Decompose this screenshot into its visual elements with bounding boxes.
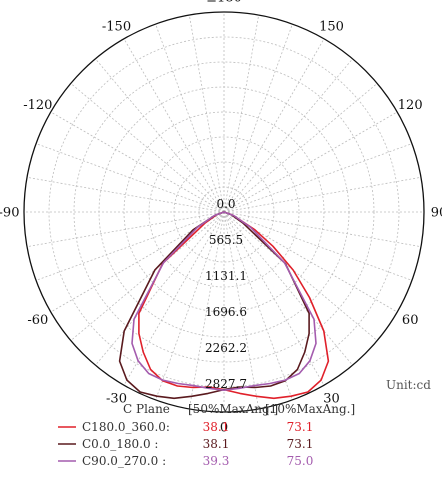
grid-spoke xyxy=(223,111,398,213)
legend-header-tenth: [10%MaxAng.] xyxy=(265,402,355,416)
legend-tenth-angle: 75.0 xyxy=(287,454,314,468)
legend-rows: C180.0_360.0: 38.1 73.1 C0.0_180.0 : 38.1 73.… xyxy=(58,420,313,468)
series-curve xyxy=(138,211,330,400)
legend: C Plane [50%MaxAng.] [10%MaxAng.] C180.0… xyxy=(58,402,355,468)
grid-spoke xyxy=(223,58,353,213)
grid-spoke xyxy=(223,211,422,248)
radial-tick-label: 565.5 xyxy=(209,233,243,247)
grid-spoke xyxy=(223,14,260,213)
legend-half-angle: 38.1 xyxy=(203,437,230,451)
grid-spoke xyxy=(188,211,225,410)
legend-series-name: C90.0_270.0 : xyxy=(82,454,166,468)
grid-spoke xyxy=(26,211,225,248)
angle-label: -150 xyxy=(102,19,131,34)
legend-half-angle: 38.1 xyxy=(203,420,230,434)
legend-series-name: C0.0_180.0 : xyxy=(82,437,158,451)
angle-label: 150 xyxy=(319,19,344,34)
grid-ring xyxy=(148,136,300,288)
grid-spoke xyxy=(223,143,413,213)
grid-spoke xyxy=(223,211,260,410)
legend-tenth-angle: 73.1 xyxy=(287,437,314,451)
radial-tick-label: 2262.2 xyxy=(205,341,247,355)
angle-label: 90 xyxy=(431,206,442,221)
outer-circle xyxy=(23,11,425,413)
grid-spoke xyxy=(70,83,225,213)
angle-label: 60 xyxy=(402,313,419,328)
grid-spoke xyxy=(123,211,225,386)
grid-spoke xyxy=(123,38,225,213)
grid-spoke xyxy=(223,211,378,341)
angle-label: 30 xyxy=(323,392,340,407)
grid-spoke xyxy=(223,38,325,213)
legend-header-cplane: C Plane xyxy=(123,402,170,416)
grid-spoke xyxy=(50,111,225,213)
angle-label: 120 xyxy=(398,98,423,113)
grid-spoke xyxy=(155,23,225,213)
grid-spoke xyxy=(70,211,225,341)
radial-tick-label: 1131.1 xyxy=(205,269,247,283)
grid-spoke xyxy=(223,211,293,401)
unit-label: Unit:cd xyxy=(386,378,431,392)
grid-spoke xyxy=(223,211,353,366)
radial-tick-label: 0.0 xyxy=(216,197,235,211)
grid-spoke xyxy=(223,83,378,213)
angle-label: -30 xyxy=(106,392,127,407)
intensity-curves xyxy=(118,211,330,400)
grid-spoke xyxy=(223,176,422,213)
legend-header-half: [50%MaxAng.] xyxy=(188,402,278,416)
angle-label: -90 xyxy=(0,206,19,221)
angle-label: 0 xyxy=(220,421,228,436)
legend-series-name: C180.0_360.0: xyxy=(82,420,170,434)
grid-spoke xyxy=(35,211,225,281)
grid-spoke xyxy=(26,176,225,213)
grid-spoke xyxy=(95,211,225,366)
radial-tick-label: 2827.7 xyxy=(205,377,247,391)
angle-label: -60 xyxy=(27,313,48,328)
series-curve xyxy=(131,211,317,391)
angle-labels: ±180 150 -150 120 -120 90 -90 60 -60 30 -30 0 xyxy=(0,0,442,436)
grid-spoke xyxy=(223,211,325,386)
radial-tick-labels: 0.0 565.5 1131.1 1696.6 2262.2 2827.7 xyxy=(205,197,247,391)
angle-label: -120 xyxy=(23,98,52,113)
grid-ring xyxy=(48,36,400,388)
polar-grid xyxy=(23,11,425,413)
radial-tick-label: 1696.6 xyxy=(205,305,247,319)
grid-spoke xyxy=(188,14,225,213)
grid-spoke xyxy=(223,211,413,281)
legend-half-angle: 39.3 xyxy=(203,454,230,468)
angle-label: ±180 xyxy=(206,0,242,6)
legend-tenth-angle: 73.1 xyxy=(287,420,314,434)
grid-spoke xyxy=(35,143,225,213)
grid-spoke xyxy=(155,211,225,401)
grid-spoke xyxy=(95,58,225,213)
grid-spoke xyxy=(223,23,293,213)
